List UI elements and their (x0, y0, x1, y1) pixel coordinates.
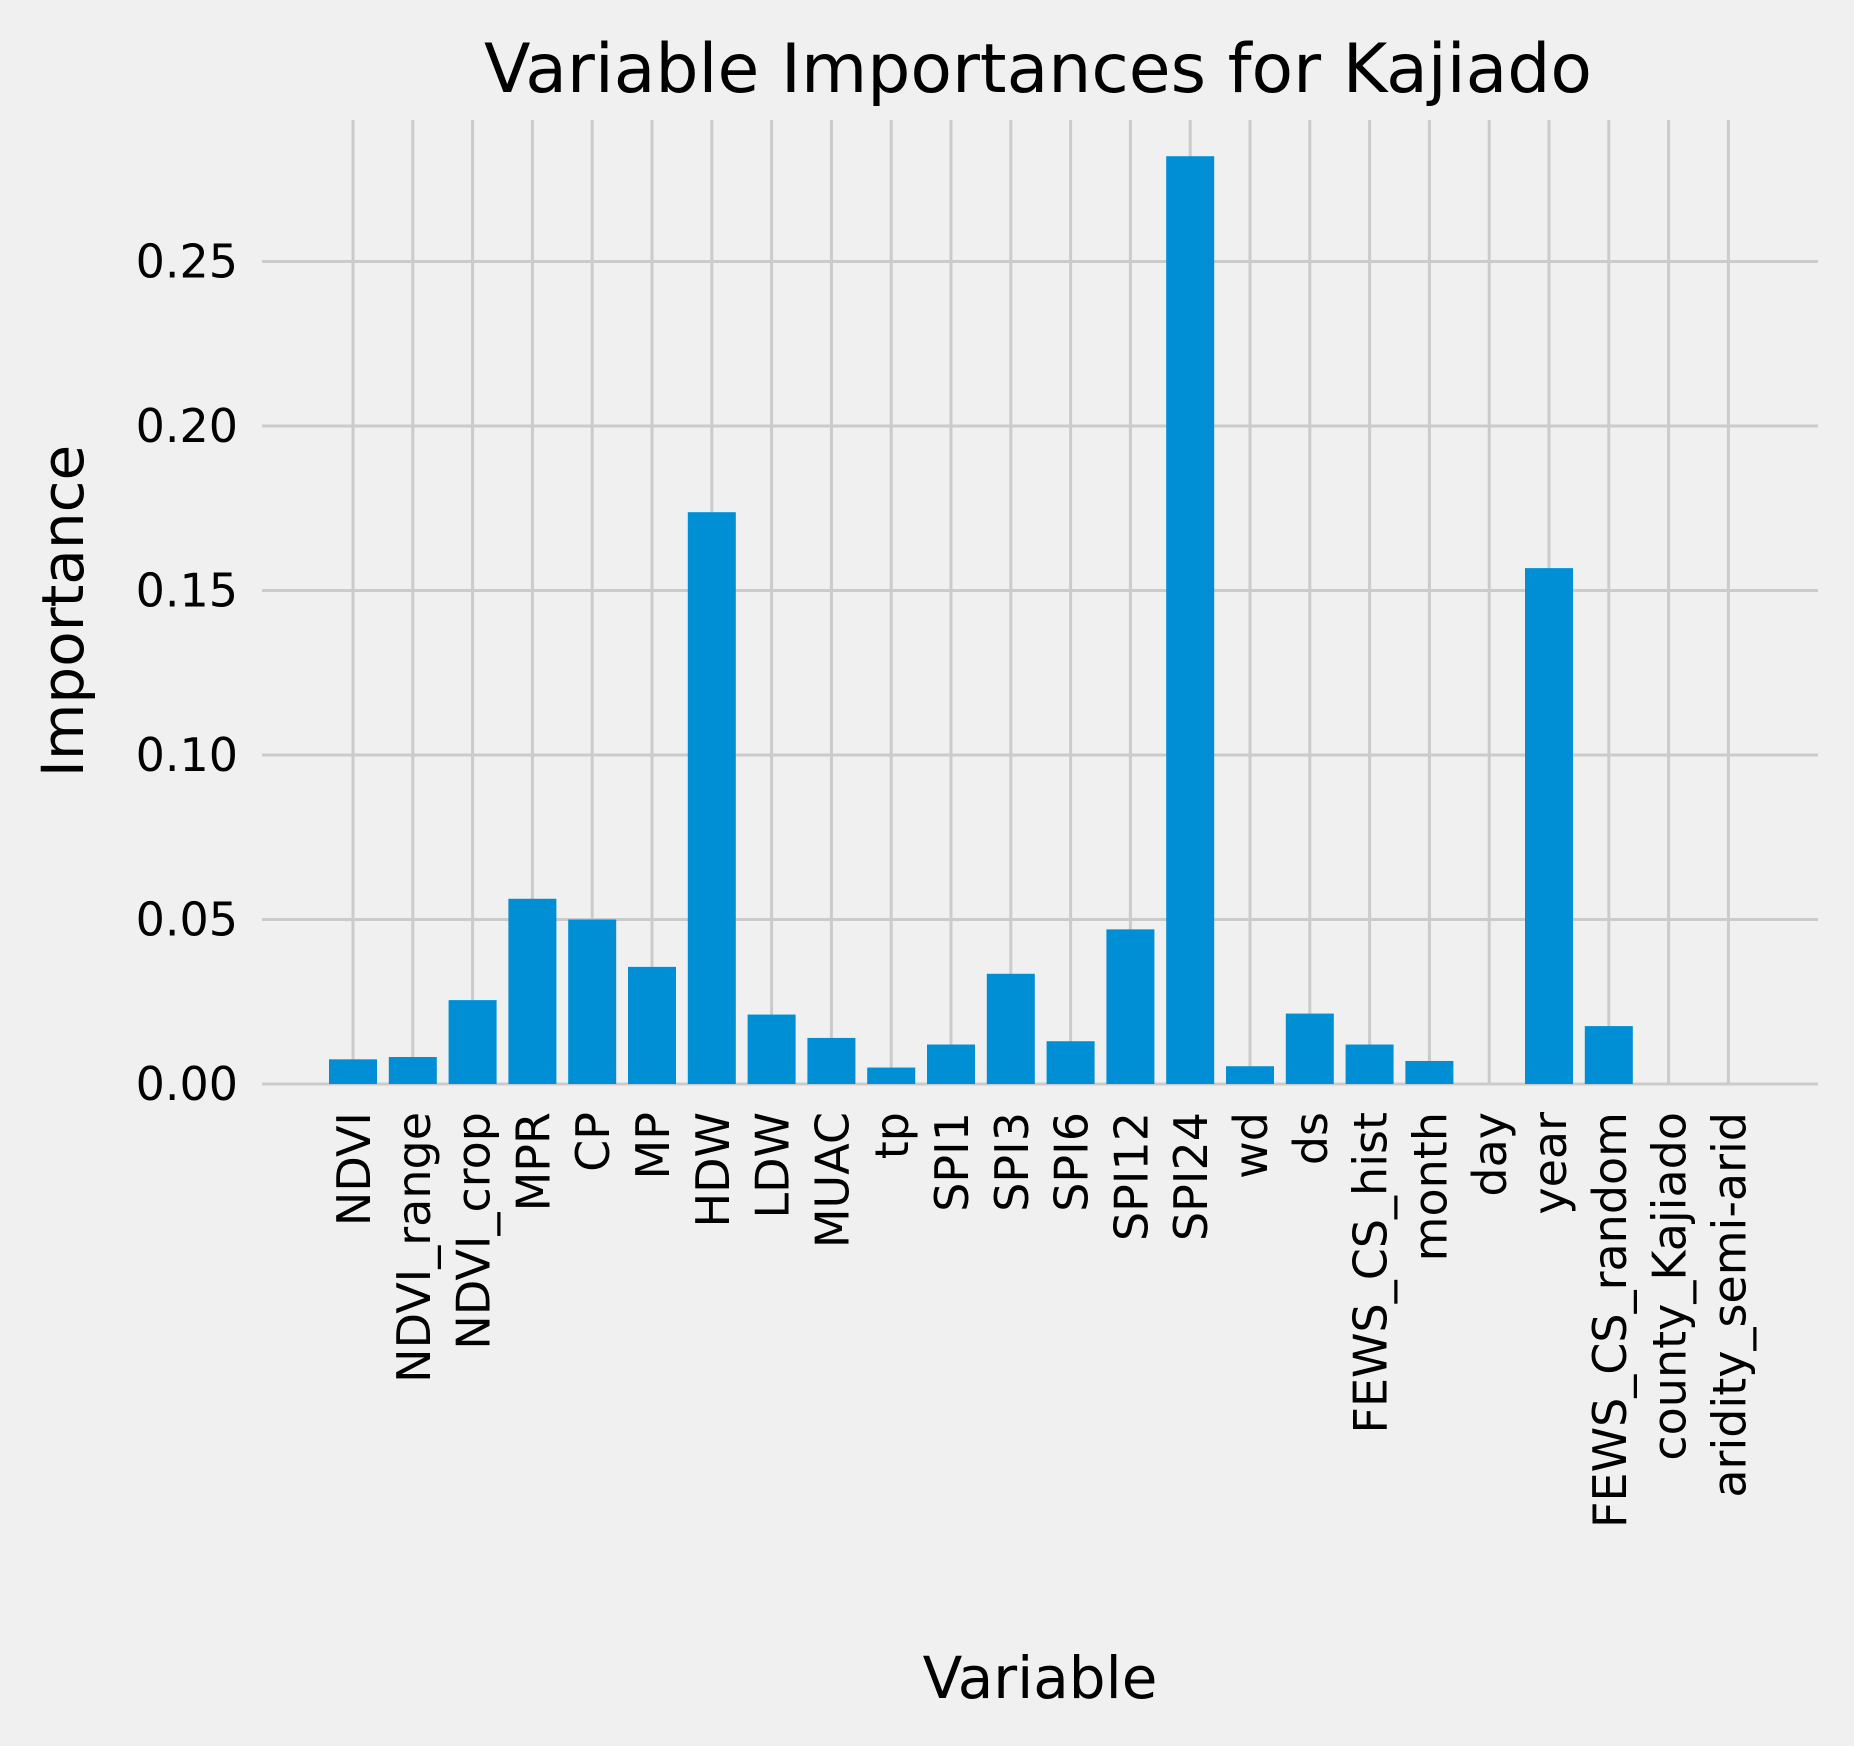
x-tick-label: NDVI_crop (447, 1112, 501, 1350)
x-tick-labels: NDVI NDVI_range NDVI_crop MPR CP MP HDW LDW MUAC… (327, 1112, 1756, 1528)
x-tick-label: FEWS_CS_random (1583, 1112, 1637, 1528)
x-tick-label: day (1463, 1112, 1517, 1197)
bar (1405, 1060, 1454, 1084)
x-tick-label: ds (1284, 1112, 1338, 1165)
bar (1345, 1044, 1394, 1084)
x-tick-label: aridity_semi-arid (1702, 1112, 1756, 1498)
y-tick-label: 0.15 (136, 564, 238, 618)
bar (388, 1057, 437, 1084)
bars (329, 156, 1633, 1085)
bar (1285, 1013, 1334, 1084)
bar (807, 1037, 856, 1084)
x-axis-label: Variable (923, 1644, 1158, 1712)
x-tick-label: MPR (506, 1112, 560, 1211)
x-tick-label: year (1523, 1112, 1577, 1215)
x-tick-label: MUAC (805, 1112, 859, 1248)
bar (867, 1067, 916, 1084)
bar (986, 973, 1035, 1084)
bar (927, 1044, 975, 1084)
x-tick-label: MP (626, 1112, 680, 1179)
x-tick-label: SPI24 (1164, 1112, 1218, 1241)
x-tick-label: month (1403, 1112, 1457, 1261)
bar (568, 919, 617, 1084)
bar (1106, 929, 1155, 1084)
bar (1166, 156, 1215, 1085)
x-tick-label: SPI6 (1045, 1112, 1099, 1212)
y-tick-label: 0.25 (136, 235, 238, 289)
bar (1525, 568, 1573, 1084)
bar (1226, 1066, 1274, 1084)
x-tick-label: wd (1224, 1112, 1278, 1179)
x-tick-label: HDW (686, 1112, 740, 1228)
x-tick-label: SPI3 (985, 1112, 1039, 1212)
y-tick-label: 0.05 (136, 893, 238, 947)
y-tick-label: 0.10 (136, 728, 238, 782)
bar (747, 1014, 796, 1084)
x-tick-label: CP (566, 1112, 620, 1172)
x-tick-label: NDVI_range (387, 1112, 441, 1383)
x-tick-label: SPI1 (925, 1112, 979, 1212)
chart-title: Variable Importances for Kajiado (484, 30, 1592, 109)
bar (628, 966, 676, 1084)
bar (687, 512, 736, 1084)
bar (329, 1059, 377, 1084)
x-tick-label: FEWS_CS_hist (1344, 1112, 1398, 1433)
x-tick-label: LDW (746, 1112, 800, 1219)
y-tick-labels: 0.00 0.05 0.10 0.15 0.20 0.25 (136, 235, 238, 1112)
bar (1584, 1026, 1633, 1084)
x-tick-label: tp (865, 1112, 919, 1159)
y-tick-label: 0.00 (136, 1057, 238, 1111)
y-tick-label: 0.20 (136, 399, 238, 453)
x-tick-label: county_Kajiado (1643, 1112, 1697, 1461)
bar (1046, 1041, 1095, 1084)
y-axis-label: Importance (29, 445, 97, 777)
bar (448, 1000, 497, 1084)
x-tick-label: NDVI (327, 1112, 381, 1226)
bar (508, 898, 557, 1084)
x-tick-label: SPI12 (1104, 1112, 1158, 1241)
